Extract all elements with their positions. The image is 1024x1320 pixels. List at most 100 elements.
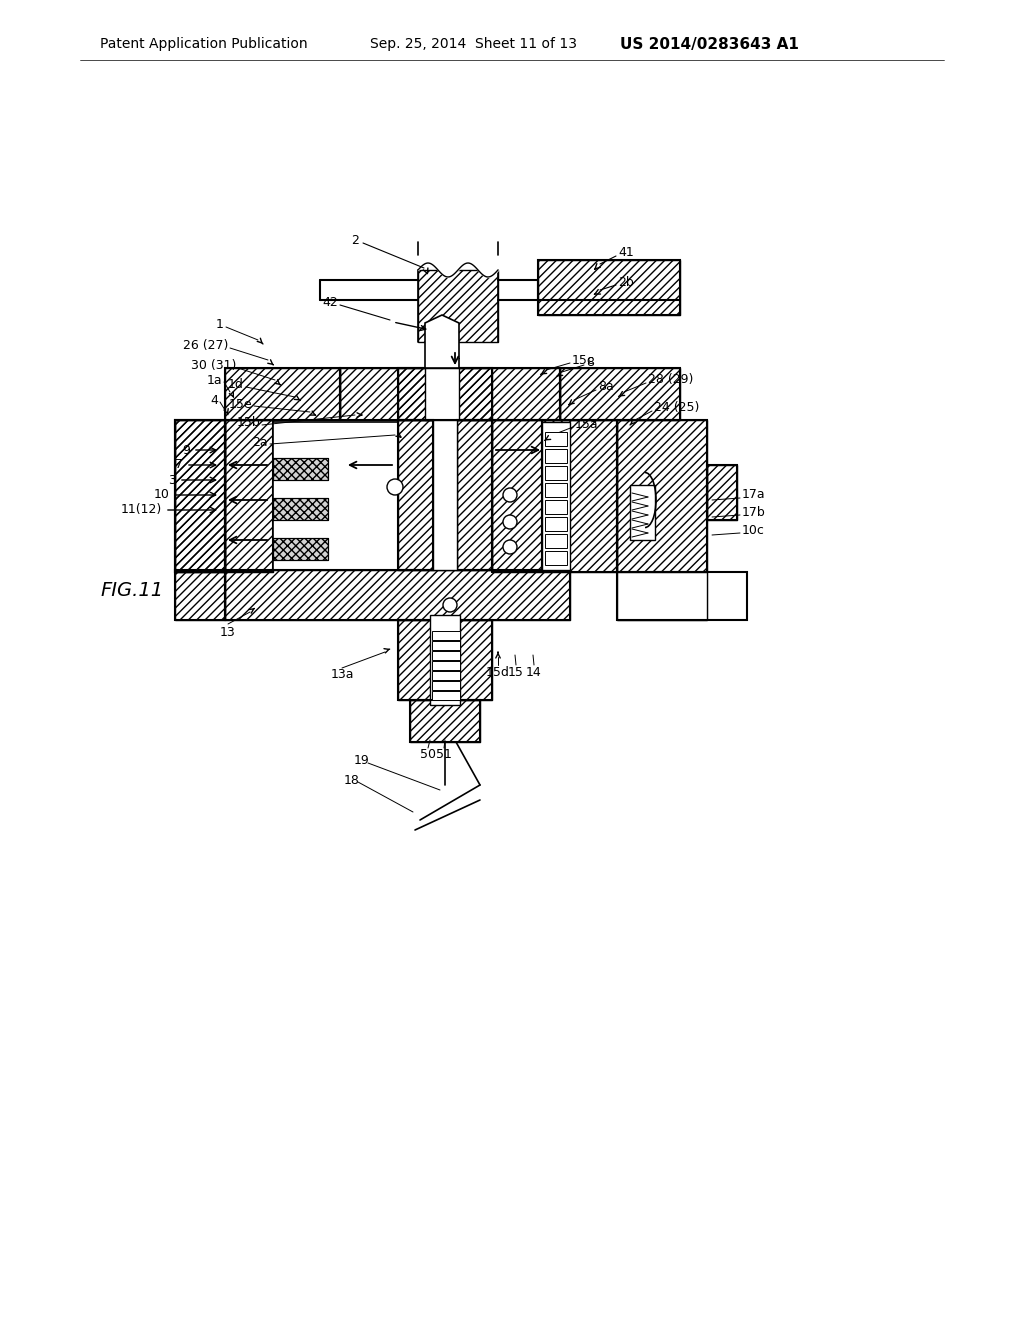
Bar [398,620,492,700]
Text: 7: 7 [175,458,183,471]
Bar [225,368,340,420]
Text: 15c: 15c [572,354,595,367]
Bar [542,420,617,572]
Bar [340,368,450,420]
Bar [457,420,492,570]
Bar [492,420,542,572]
Bar [273,422,398,570]
Text: 2: 2 [351,234,359,247]
Bar [398,368,492,420]
Bar [432,681,460,690]
Bar [617,420,707,572]
Bar [545,449,567,463]
Text: 1a: 1a [207,374,222,387]
Text: 17a: 17a [742,488,766,502]
Text: 2a: 2a [252,436,268,449]
Bar [545,432,567,446]
Bar [432,642,460,649]
Bar [273,458,328,480]
Text: 15: 15 [508,665,524,678]
Text: 15b: 15b [237,417,260,429]
Text: 15e: 15e [228,397,252,411]
Bar [432,671,460,680]
Text: Patent Application Publication: Patent Application Publication [100,37,307,51]
Bar [430,615,460,705]
Bar [398,620,492,700]
Text: 41: 41 [618,246,634,259]
Circle shape [387,479,403,495]
Text: 13a: 13a [331,668,353,681]
Text: 8: 8 [586,355,594,368]
Text: 8a: 8a [598,380,613,393]
Bar [410,700,480,742]
Bar [225,420,273,572]
Circle shape [503,488,517,502]
Text: 1: 1 [216,318,224,331]
Text: 14: 14 [526,665,542,678]
Text: 26 (27): 26 (27) [182,338,228,351]
Bar [225,368,340,420]
Text: 13: 13 [220,626,236,639]
Bar [398,420,433,570]
Text: 10c: 10c [742,524,765,536]
Bar [433,420,457,570]
Bar [545,483,567,498]
Bar [560,368,680,420]
Text: 11(12): 11(12) [121,503,162,516]
Bar [175,570,225,620]
Text: 24 (25): 24 (25) [654,401,699,414]
Bar [457,420,492,570]
Bar [432,661,460,671]
Text: 1d: 1d [228,379,244,392]
Text: 2b: 2b [618,276,634,289]
Bar [398,368,492,420]
Bar [273,498,328,520]
Bar [538,260,680,315]
Bar [617,420,707,572]
Text: 15a: 15a [575,417,599,430]
Bar [432,631,460,640]
Polygon shape [425,315,459,368]
Bar [175,420,225,572]
Text: 18: 18 [344,774,360,787]
Bar [175,570,225,620]
Text: 17b: 17b [742,506,766,519]
Text: 30 (31): 30 (31) [190,359,236,371]
Text: 51: 51 [436,748,452,762]
Bar [273,539,328,560]
Text: 19: 19 [354,754,370,767]
Bar [225,570,570,620]
Bar [617,572,746,620]
Bar [542,422,570,570]
Bar [225,420,273,572]
Bar [545,535,567,548]
Bar [707,465,737,520]
Text: 10: 10 [155,488,170,502]
Bar [617,572,707,620]
Bar [398,420,433,570]
Circle shape [443,598,457,612]
Bar [175,420,225,572]
Bar [225,570,570,620]
Text: Sep. 25, 2014  Sheet 11 of 13: Sep. 25, 2014 Sheet 11 of 13 [370,37,577,51]
Circle shape [503,540,517,554]
Text: 3: 3 [168,474,176,487]
Bar [707,465,737,520]
Bar [340,368,450,420]
Bar [545,550,567,565]
Bar [545,466,567,480]
Bar [492,420,542,572]
Bar [450,368,560,420]
Text: 42: 42 [323,296,338,309]
Bar [617,572,707,620]
Bar [175,420,225,572]
Bar [425,368,459,420]
Text: 4: 4 [210,393,218,407]
Bar [273,539,328,560]
Text: 15d: 15d [486,665,510,678]
Bar [542,420,617,572]
Circle shape [503,515,517,529]
Bar [545,500,567,513]
Bar [538,260,680,315]
Bar [432,690,460,700]
